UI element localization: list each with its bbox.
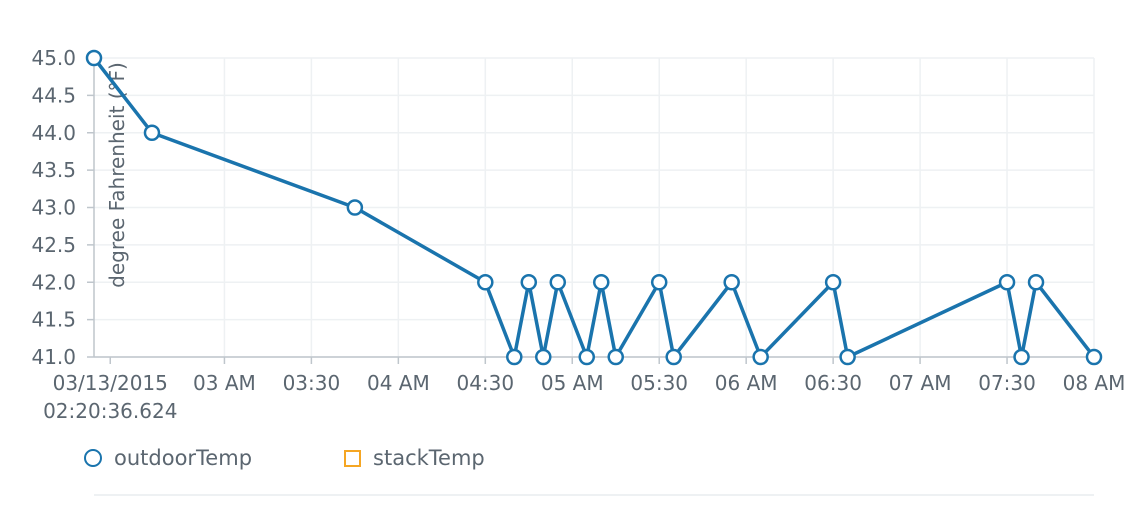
legend-item-outdoortemp[interactable]: outdoorTemp <box>84 446 252 470</box>
data-point <box>520 274 538 291</box>
circle-marker-icon <box>84 449 102 467</box>
square-marker-icon <box>344 449 362 467</box>
data-point <box>839 348 856 366</box>
data-point <box>607 348 624 366</box>
x-tick-label: 05:30 <box>630 371 688 395</box>
y-axis: 45.0 44.5 44.0 43.5 43.0 42.5 42.0 41.5 41.0 <box>31 46 95 369</box>
y-tick-label: 42.0 <box>31 270 76 294</box>
legend-label-stacktemp: stackTemp <box>373 446 485 470</box>
divider <box>94 494 1094 496</box>
y-tick-label: 41.0 <box>31 345 76 369</box>
y-tick-label: 44.5 <box>31 83 76 107</box>
data-point <box>535 348 552 366</box>
data-point <box>998 274 1016 291</box>
y-tick-label: 45.0 <box>31 46 76 70</box>
x-tick-label: 03:30 <box>283 371 341 395</box>
grid-lines <box>94 57 1095 358</box>
y-tick-label: 43.5 <box>31 158 76 182</box>
data-point <box>723 274 740 291</box>
y-tick-label: 44.0 <box>31 121 76 145</box>
data-point <box>752 348 769 366</box>
x-tick-label: 03 AM <box>193 371 256 395</box>
data-point <box>85 49 103 67</box>
x-tick-label: 04:30 <box>456 371 514 395</box>
x-tick-label: 07:30 <box>978 371 1036 395</box>
legend: outdoorTemp stackTemp <box>84 440 577 476</box>
data-point <box>650 274 668 291</box>
data-point <box>143 124 161 141</box>
data-point <box>1013 348 1030 366</box>
data-point <box>506 348 523 366</box>
x-tick-label: 05 AM <box>541 371 604 395</box>
x-axis: 03/13/2015 02:20:36.624 03 AM 03:30 04 AM 04:… <box>43 356 1126 423</box>
data-point <box>1085 348 1103 366</box>
data-point <box>346 199 364 216</box>
y-tick-label: 43.0 <box>31 196 76 220</box>
data-point <box>665 348 682 366</box>
legend-label-outdoortemp: outdoorTemp <box>114 446 253 470</box>
data-point <box>578 348 596 366</box>
data-point <box>549 274 567 291</box>
legend-item-stacktemp[interactable]: stackTemp <box>344 446 485 470</box>
y-tick-label: 42.5 <box>31 233 76 257</box>
x-tick-label: 07 AM <box>889 371 952 395</box>
x-tick-label: 08 AM <box>1063 371 1126 395</box>
x-tick-label-secondary: 02:20:36.624 <box>43 399 177 423</box>
data-point <box>1027 274 1045 291</box>
series-layer <box>85 49 1103 366</box>
x-tick-label: 04 AM <box>367 371 430 395</box>
data-point <box>592 274 610 291</box>
y-tick-label: 41.5 <box>31 308 76 332</box>
x-tick-label: 03/13/2015 <box>53 371 168 395</box>
x-tick-label: 06 AM <box>715 371 778 395</box>
data-point <box>477 274 494 291</box>
x-tick-label: 06:30 <box>804 371 862 395</box>
data-point <box>824 274 842 291</box>
